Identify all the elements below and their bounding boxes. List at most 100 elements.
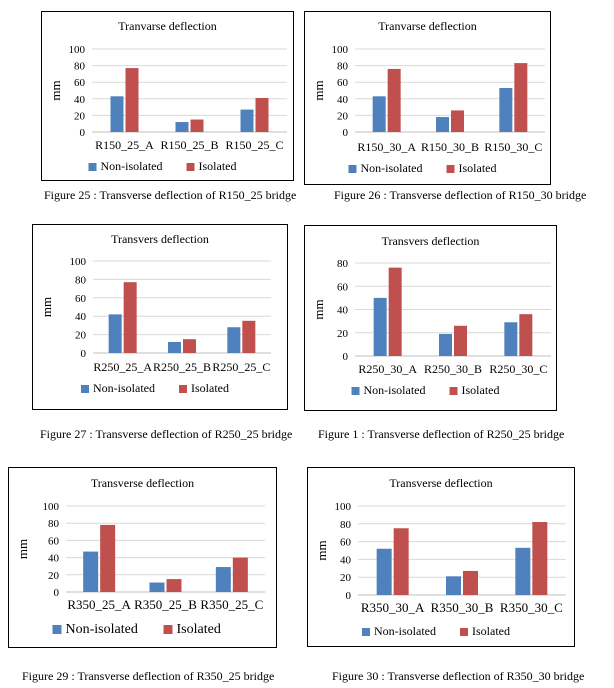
bar-non-isolated [240,109,254,132]
legend-label-isolated: Isolated [462,383,500,397]
x-category-label: R150_25_B [160,138,218,152]
y-tick-label: 60 [74,77,86,89]
chart-title: Transvers deflection [111,232,209,246]
bar-non-isolated [436,117,449,132]
bar-non-isolated [439,333,452,356]
x-category-label: R150_30_B [421,140,479,154]
bar-non-isolated [376,548,392,595]
bar-non-isolated [373,297,387,356]
y-tick-label: 60 [337,281,349,293]
legend-swatch-isolated [179,385,187,393]
x-category-label: R150_30_C [484,140,542,154]
figure-caption-26: Figure 26 : Transverse deflection of R15… [334,188,587,202]
bar-non-isolated [215,567,231,592]
legend-label-isolated: Isolated [191,381,229,395]
y-tick-label: 80 [337,258,349,270]
legend-swatch-isolated [460,628,468,636]
y-tick-label: 100 [70,256,87,268]
x-category-label: R150_25_C [225,138,283,152]
chart-r150-30: Tranvarse deflection 0 20 40 60 80 100 mm R150_3… [311,19,545,175]
y-tick-label: 80 [75,274,87,286]
y-tick-label: 40 [340,554,352,566]
chart-title: Transverse deflection [91,476,194,490]
chart-title: Transvers deflection [382,234,480,248]
legend-swatch-isolated [446,165,455,173]
figure-caption-30: Figure 30 : Transverse deflection of R35… [332,669,585,683]
chart-r250-30: Transvers deflection 0 20 40 60 80 mm R250_30_A… [311,234,551,397]
y-tick-label: 60 [337,77,349,89]
bar-isolated [451,110,464,132]
legend-label-isolated: Isolated [177,622,221,637]
x-category-label: R250_30_C [489,362,547,376]
legend-label-non-isolated: Non-isolated [361,161,423,175]
legend-label-non-isolated: Non-isolated [364,383,426,397]
x-category-label: R250_30_B [424,362,482,376]
y-tick-label: 40 [337,305,349,317]
legend-swatch-non-isolated [348,165,357,173]
chart-r350-30: Transverse deflection 0 20 40 60 80 100 mm R350_… [314,476,566,638]
y-axis-label: mm [48,80,63,100]
figure-caption-25: Figure 25 : Transverse deflection of R15… [44,188,297,202]
bar-isolated [232,557,248,592]
bar-non-isolated [168,341,181,353]
legend-label-isolated: Isolated [472,624,510,638]
legend-label-non-isolated: Non-isolated [66,622,138,637]
x-category-label: R350_25_B [134,597,197,612]
y-tick-label: 0 [80,127,86,139]
chart-r350-25: Transverse deflection 0 20 40 60 80 100 mm R350_… [15,476,265,637]
legend-label-isolated: Isolated [459,161,497,175]
y-tick-label: 100 [332,44,349,56]
bar-isolated [463,570,478,595]
legend-swatch-non-isolated [81,385,89,393]
bar-isolated [125,68,139,132]
y-axis-label: mm [311,80,326,100]
bar-non-isolated [515,547,531,595]
legend-label-non-isolated: Non-isolated [374,624,436,638]
chart-panel-r250-25: Transvers deflection 0 20 40 60 80 100 mm R250_2… [32,224,288,410]
y-tick-label: 40 [74,94,86,106]
y-tick-label: 0 [54,587,60,599]
bar-isolated [255,97,269,132]
y-tick-label: 20 [340,572,352,584]
figure-caption-27: Figure 27 : Transverse deflection of R25… [40,427,293,441]
chart-title: Tranvarse deflection [118,19,217,33]
legend-swatch-non-isolated [351,387,360,395]
y-tick-label: 20 [74,110,86,122]
x-category-label: R150_30_A [357,140,416,154]
bar-isolated [100,524,116,592]
bar-non-isolated [446,576,461,595]
y-tick-label: 100 [43,501,60,513]
x-category-label: R250_25_A [93,360,152,374]
chart-r150-25: Tranvarse deflection 0 20 40 60 80 100 mm R150_2… [48,19,287,173]
x-category-label: R150_25_A [95,138,154,152]
bar-non-isolated [110,96,124,132]
y-axis-label: mm [15,539,30,559]
legend-swatch-non-isolated [362,628,370,636]
y-tick-label: 20 [48,570,60,582]
bar-non-isolated [108,314,122,353]
chart-panel-r350-25: Transverse deflection 0 20 40 60 80 100 mm R350_… [8,467,277,648]
chart-title: Transverse deflection [389,476,492,490]
bar-isolated [387,68,401,132]
y-tick-label: 20 [337,110,349,122]
y-tick-label: 60 [75,293,87,305]
bar-isolated [393,528,409,595]
x-category-label: R350_25_A [67,597,131,612]
y-tick-label: 80 [74,61,86,73]
bar-isolated [454,325,467,356]
figure-caption-1: Figure 1 : Transverse deflection of R250… [318,427,565,441]
bar-isolated [388,267,402,356]
bar-isolated [242,320,256,353]
chart-panel-r250-30: Transvers deflection 0 20 40 60 80 mm R250_30_A… [304,225,557,411]
x-category-label: R350_30_C [500,600,563,615]
bar-non-isolated [83,551,99,592]
y-tick-label: 0 [346,590,352,602]
x-category-label: R250_30_A [358,362,417,376]
bar-non-isolated [504,322,518,356]
x-category-label: R250_25_C [212,360,270,374]
bar-non-isolated [227,327,241,353]
bar-isolated [532,522,548,595]
y-axis-label: mm [314,540,329,560]
bar-non-isolated [149,582,165,592]
legend-label-non-isolated: Non-isolated [101,159,163,173]
